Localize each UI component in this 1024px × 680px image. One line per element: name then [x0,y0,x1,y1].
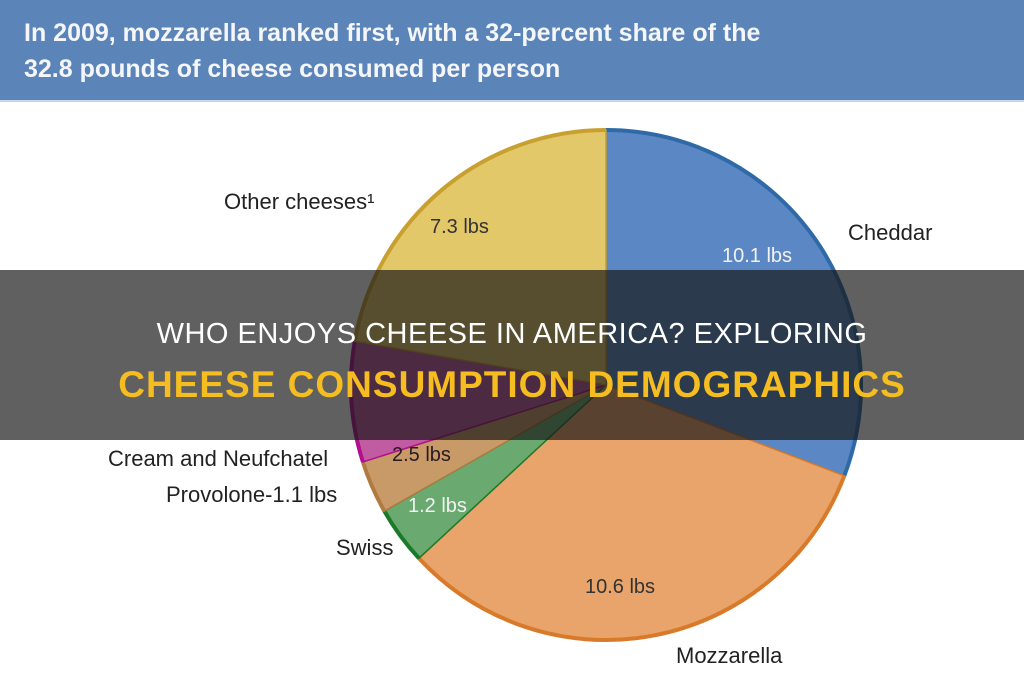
title-overlay-band [0,270,1024,440]
article-title-line-1: WHO ENJOYS CHEESE IN AMERICA? EXPLORING [156,318,868,350]
label-swiss: Swiss [336,535,394,560]
chart-header: In 2009, mozzarella ranked first, with a… [0,0,1024,102]
label-cream-neufchatel: Cream and Neufchatel [108,446,329,471]
value-mozzarella: 10.6 lbs [585,576,656,598]
label-provolone: Provolone-1.1 lbs [166,482,338,507]
pie-slice-rim [417,475,847,642]
label-other-cheeses: Other cheeses¹ [224,189,375,214]
header-line-1: In 2009, mozzarella ranked first, with a… [24,19,761,47]
value-cheddar: 10.1 lbs [722,245,793,267]
header-line-2: 32.8 pounds of cheese consumed per perso… [24,55,561,83]
value-cream-neufchatel: 2.5 lbs [392,444,451,466]
label-cheddar: Cheddar [848,220,933,245]
value-swiss: 1.2 lbs [408,495,467,517]
label-mozzarella: Mozzarella [676,643,783,668]
pie-slice-rim [382,510,421,560]
value-other-cheeses: 7.3 lbs [430,216,489,238]
article-title-line-2: CHEESE CONSUMPTION DEMOGRAPHICS [118,364,906,405]
pie-slice-rim [360,461,387,513]
